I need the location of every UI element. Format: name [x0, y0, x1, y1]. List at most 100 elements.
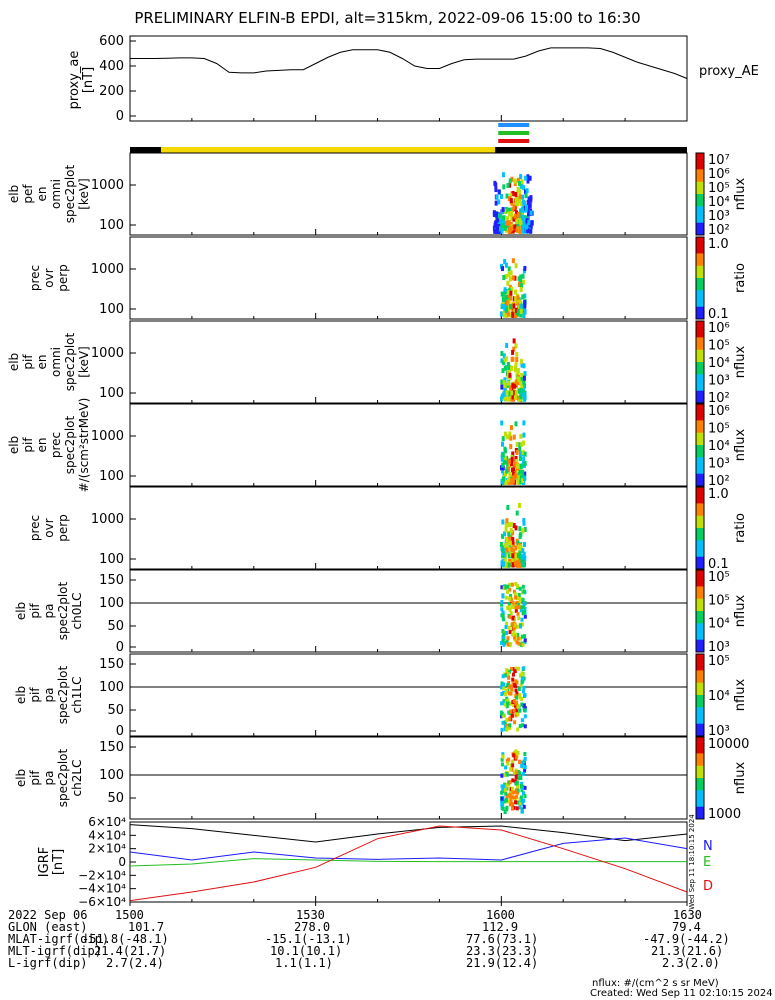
panel-ylabel: perp	[56, 514, 70, 542]
colorbar-cell	[696, 222, 704, 228]
spectrogram-cell	[502, 634, 506, 639]
spectrogram-cell	[511, 562, 515, 568]
spectrogram-cell	[518, 469, 522, 475]
colorbar-cell	[696, 370, 704, 375]
spectrogram-cell	[528, 175, 532, 181]
spectrogram-cell	[506, 216, 510, 222]
igrf-ytick-label: 2×10⁴	[88, 842, 126, 856]
spectrogram-cell	[503, 387, 507, 393]
colorbar-cell	[696, 214, 704, 220]
spectrogram-cell	[515, 695, 519, 700]
spectrogram-cell	[530, 220, 534, 226]
proxy-ae-frame	[129, 35, 688, 122]
panel-ylabel: en	[35, 438, 49, 453]
proxy-ae-ylabel-units: [nT]	[81, 67, 96, 93]
colorbar-cell	[696, 404, 704, 409]
colorbar-cell	[696, 611, 704, 616]
spectrogram-cell	[515, 794, 519, 799]
spectrogram-cell	[523, 765, 527, 770]
spectrogram-cell	[510, 215, 514, 221]
spectrogram-cell	[521, 622, 525, 627]
spectrogram-cell	[527, 220, 531, 226]
spectrogram-cell	[503, 259, 507, 265]
spectrogram-cell	[514, 608, 518, 613]
colorbar-cell	[696, 173, 704, 179]
spectrogram-cell	[510, 786, 514, 791]
colorbar-2	[695, 236, 705, 320]
colorbar-cell	[696, 333, 704, 338]
spectrogram-cell	[503, 788, 507, 793]
spectrogram-cell	[504, 791, 508, 796]
spectrogram-cell	[507, 271, 511, 277]
orbit-mlat-label: MLAT-igrf(dip)	[8, 932, 110, 946]
colorbar-cell	[696, 678, 704, 684]
spectrogram-cell	[502, 642, 506, 647]
spectrogram-cell	[518, 673, 522, 678]
spectrogram-cell	[511, 667, 515, 672]
panel-ylabel: spec2plot	[56, 748, 70, 807]
spectrogram-cell	[512, 204, 516, 210]
spectrogram-cell	[509, 193, 513, 199]
spectrogram-cell	[499, 542, 503, 548]
panel-ytick-label: 100	[99, 386, 124, 401]
colorbar-cell	[696, 578, 704, 583]
spectrogram-cell	[501, 368, 505, 374]
spectrogram-cell	[516, 295, 520, 301]
spectrogram-cell	[515, 691, 519, 696]
spectrogram-cell	[504, 585, 508, 590]
spectrogram-cell	[509, 435, 513, 441]
time-label-1600: 1600	[486, 908, 515, 922]
colorbar-cell	[696, 602, 704, 608]
spectrogram-cell	[519, 531, 523, 537]
spectrogram-cell	[515, 201, 519, 207]
spectrogram-cell	[518, 708, 522, 713]
spectrogram-cell	[507, 601, 511, 606]
spectrogram-cell	[505, 718, 509, 723]
spectrogram-cell	[506, 380, 510, 386]
spectrogram-cell	[515, 357, 519, 363]
spectrogram-cell	[504, 688, 508, 693]
spectrogram-cell	[512, 698, 516, 703]
spectrogram-cell	[511, 677, 515, 682]
spectrogram-cell	[508, 431, 512, 437]
spectrogram-cell	[517, 376, 521, 382]
panel-ylabel: pif	[28, 603, 42, 619]
spectrogram-cell	[508, 372, 512, 378]
spectrogram-cell	[522, 771, 526, 776]
spectrogram-cell	[505, 805, 509, 810]
panel-ylabel: en	[35, 187, 49, 202]
spectrogram-cell	[508, 701, 512, 706]
spectrogram-cell	[509, 304, 513, 310]
spectrogram-cell	[509, 534, 513, 540]
spectrogram-cell	[507, 536, 511, 542]
spectrogram-cell	[519, 309, 523, 315]
spectrogram-cell	[504, 625, 508, 630]
colorbar-label: nflux	[733, 595, 748, 628]
panel-ylabel: spec2plot	[56, 665, 70, 724]
panel-ylabel: ovr	[42, 268, 56, 287]
spectrogram-cell	[518, 526, 522, 532]
panel-ylabel: pif	[28, 770, 42, 786]
spectrogram-cell	[524, 193, 528, 199]
spectrogram-cell	[512, 625, 516, 630]
spectrogram-cell	[510, 365, 514, 371]
spectrogram-cell	[500, 701, 504, 706]
spectrogram-cell	[527, 211, 531, 217]
colorbar-frame	[695, 236, 705, 320]
colorbar-cell	[696, 711, 704, 716]
colorbar-cell	[696, 153, 704, 158]
spectrogram-cell	[504, 527, 508, 533]
spectrogram-cell	[507, 477, 511, 483]
spectrogram-cell	[506, 725, 510, 730]
spectrogram-cell	[511, 383, 515, 389]
spectrogram-cell	[509, 226, 513, 232]
colorbar-cell	[696, 778, 704, 783]
panel-ylabel: prec	[28, 515, 42, 541]
colorbar-cell	[696, 715, 704, 721]
spectrogram-cell	[500, 762, 504, 767]
panel-ytick-label: 50	[107, 619, 124, 634]
colorbar-tick-label: 10⁶	[708, 167, 730, 182]
colorbar-frame	[695, 320, 705, 404]
spectrogram-cell	[492, 225, 496, 231]
colorbar-label: nflux	[733, 679, 748, 712]
